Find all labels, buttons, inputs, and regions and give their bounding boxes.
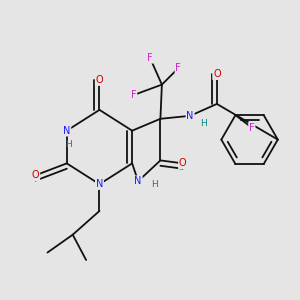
Text: H: H: [65, 140, 72, 149]
Text: O: O: [96, 75, 103, 85]
Text: H: H: [151, 180, 158, 189]
Text: F: F: [176, 63, 181, 73]
Text: F: F: [131, 90, 137, 100]
Text: O: O: [32, 170, 39, 180]
Text: N: N: [96, 179, 103, 189]
Text: H: H: [200, 119, 207, 128]
Text: F: F: [147, 53, 153, 63]
Text: O: O: [213, 69, 221, 79]
Text: O: O: [179, 158, 187, 168]
Text: F: F: [249, 123, 255, 133]
Text: N: N: [63, 126, 70, 136]
Text: N: N: [186, 111, 194, 121]
Text: N: N: [134, 176, 142, 186]
